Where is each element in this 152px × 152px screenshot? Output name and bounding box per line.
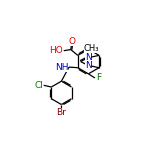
Text: Br: Br <box>56 108 66 117</box>
Text: O: O <box>68 37 75 46</box>
Text: N: N <box>85 61 91 70</box>
Text: Cl: Cl <box>34 81 43 90</box>
Text: N: N <box>85 53 91 62</box>
Text: NH: NH <box>55 63 68 72</box>
Text: CH₃: CH₃ <box>84 45 99 54</box>
Text: HO: HO <box>49 46 63 55</box>
Text: F: F <box>96 73 101 82</box>
